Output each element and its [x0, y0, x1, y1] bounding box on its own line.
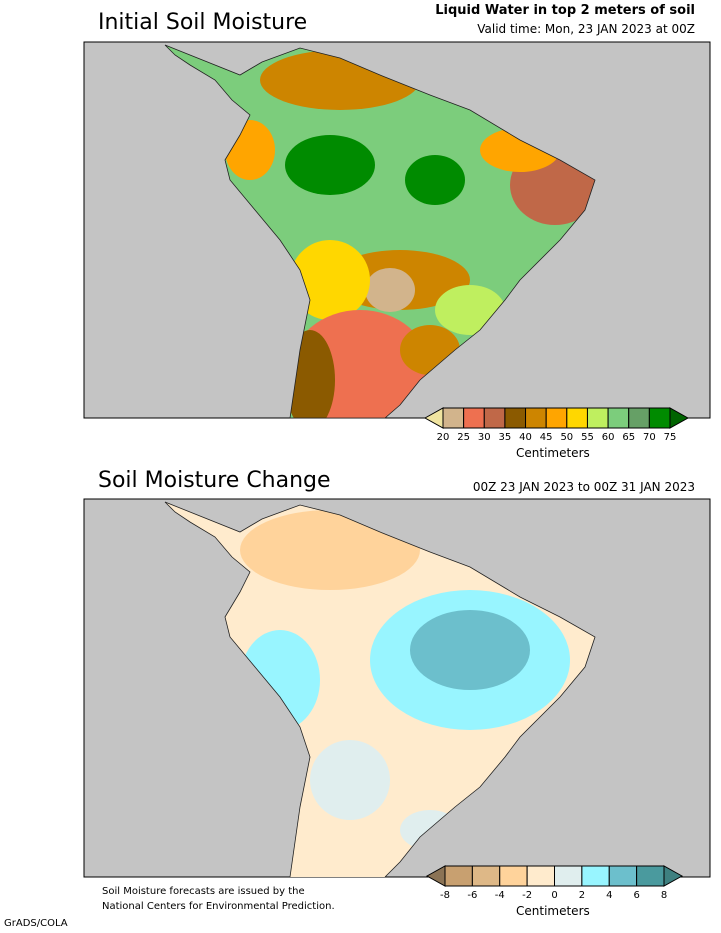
note-line1: Soil Moisture forecasts are issued by th…: [102, 886, 305, 897]
colorbar-swatch: [526, 865, 555, 887]
colorbar-swatch: [581, 865, 610, 887]
colorbar-swatch: [566, 407, 588, 429]
colorbar-tick-label: 25: [457, 432, 470, 443]
colorbar-tick-label: 55: [581, 432, 594, 443]
colorbar-swatch: [444, 865, 473, 887]
colorbar-tick-label: 30: [477, 432, 491, 443]
forecast-note: Soil Moisture forecasts are issued by th…: [102, 884, 335, 914]
colorbar-tick-label: 6: [633, 890, 640, 901]
colorbar-tick-label: 45: [539, 432, 553, 443]
colorbar-tick-label: 0: [551, 890, 558, 901]
colorbar-over-triangle: [669, 407, 690, 429]
panel2-colorbar: [425, 865, 684, 887]
note-line2: National Centers for Environmental Predi…: [102, 901, 335, 912]
colorbar-swatch: [628, 407, 650, 429]
panel1-header-line1: Liquid Water in top 2 meters of soil: [435, 3, 695, 18]
panel1-title: Initial Soil Moisture: [98, 10, 308, 35]
grads-credit: GrADS/COLA: [4, 918, 68, 929]
colorbar-tick-label: -2: [522, 890, 533, 901]
colorbar-tick-label: 70: [642, 432, 656, 443]
colorbar-tick-label: -6: [467, 890, 478, 901]
colorbar-swatch: [545, 407, 568, 429]
colorbar-tick-label: 40: [519, 432, 532, 443]
colorbar-tick-label: 75: [663, 432, 677, 443]
panel1-valid-time: Valid time: Mon, 23 JAN 2023 at 00Z: [477, 22, 695, 36]
colorbar-tick-label: 60: [601, 432, 615, 443]
colorbar-swatch: [586, 407, 609, 429]
panel2-time-range: 00Z 23 JAN 2023 to 00Z 31 JAN 2023: [472, 480, 695, 494]
colorbar-swatch: [648, 407, 671, 429]
colorbar-tick-label: 35: [498, 432, 512, 443]
colorbar-swatch: [483, 407, 506, 429]
colorbar-tick-label: -8: [440, 890, 450, 901]
colorbar-swatch: [554, 865, 583, 887]
colorbar-swatch: [636, 865, 665, 887]
colorbar-tick-label: 50: [560, 432, 574, 443]
colorbar-swatch: [442, 407, 465, 429]
colorbar-tick-label: -4: [494, 890, 505, 901]
panel1-colorbar: [423, 407, 690, 429]
colorbar-tick-label: 4: [606, 890, 613, 901]
colorbar-tick-label: 20: [436, 432, 450, 443]
colorbar-swatch: [525, 407, 547, 429]
colorbar-swatch: [471, 865, 501, 887]
colorbar-tick-label: 65: [622, 432, 636, 443]
colorbar-tick-label: 8: [660, 890, 668, 901]
colorbar-swatch: [608, 865, 638, 887]
panel2-title: Soil Moisture Change: [98, 468, 331, 493]
colorbar-over-triangle: [663, 865, 684, 887]
colorbar-tick-label: 2: [578, 890, 586, 901]
panel1-colorbar-unit: Centimeters: [516, 446, 590, 460]
colorbar-swatch: [504, 407, 527, 429]
panel2-colorbar-unit: Centimeters: [516, 904, 590, 918]
colorbar-swatch: [607, 407, 630, 429]
colorbar-swatch: [463, 407, 485, 429]
colorbar-swatch: [499, 865, 528, 887]
